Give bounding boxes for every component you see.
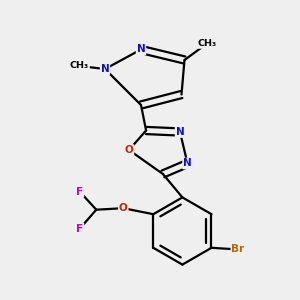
Text: CH₃: CH₃ [70,61,89,70]
Text: N: N [176,127,184,137]
Text: N: N [183,158,192,169]
Text: CH₃: CH₃ [197,39,217,48]
Text: O: O [124,145,134,155]
Text: N: N [100,64,109,74]
Text: F: F [76,224,83,234]
Text: O: O [119,203,128,213]
Text: F: F [76,187,83,197]
Text: Br: Br [231,244,244,254]
Text: N: N [136,44,146,55]
